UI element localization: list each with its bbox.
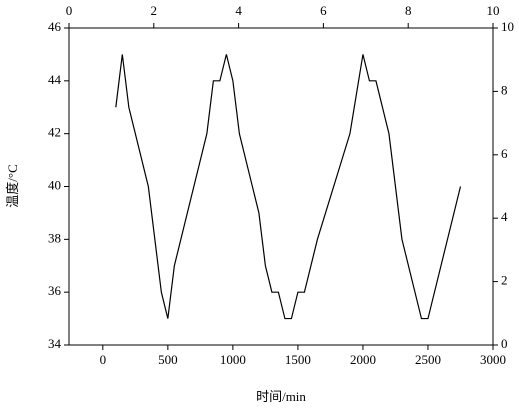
y-tick-label: 36 (48, 283, 62, 298)
y2-tick-label: 10 (501, 19, 514, 34)
x-tick-label: 3000 (480, 352, 506, 367)
y-tick-label: 38 (48, 230, 61, 245)
x2-tick-label: 8 (405, 3, 412, 18)
plot-frame (68, 27, 494, 346)
y2-tick-label: 8 (501, 82, 508, 97)
x-tick-label: 1500 (285, 352, 311, 367)
x-axis-label: 时间/min (256, 389, 306, 404)
y-tick-label: 46 (48, 19, 62, 34)
y2-tick-label: 6 (501, 146, 508, 161)
data-line (115, 54, 462, 320)
x-tick-label: 0 (100, 352, 107, 367)
x-tick-label: 2500 (415, 352, 441, 367)
x2-tick-label: 4 (235, 3, 242, 18)
x-tick-label: 2000 (350, 352, 376, 367)
y2-tick-label: 4 (501, 209, 508, 224)
y-tick-label: 34 (48, 336, 62, 351)
x2-tick-label: 2 (151, 3, 158, 18)
y-tick-label: 40 (48, 177, 61, 192)
x2-tick-label: 0 (66, 3, 73, 18)
x-tick-label: 1000 (220, 352, 246, 367)
x-tick-label: 500 (158, 352, 178, 367)
y2-tick-label: 0 (501, 336, 508, 351)
y-axis-label: 温度/°C (5, 164, 20, 207)
x2-tick-label: 10 (487, 3, 500, 18)
y-tick-label: 42 (48, 125, 61, 140)
x2-tick-label: 6 (320, 3, 327, 18)
y2-tick-label: 2 (501, 273, 508, 288)
y-tick-label: 44 (48, 72, 62, 87)
